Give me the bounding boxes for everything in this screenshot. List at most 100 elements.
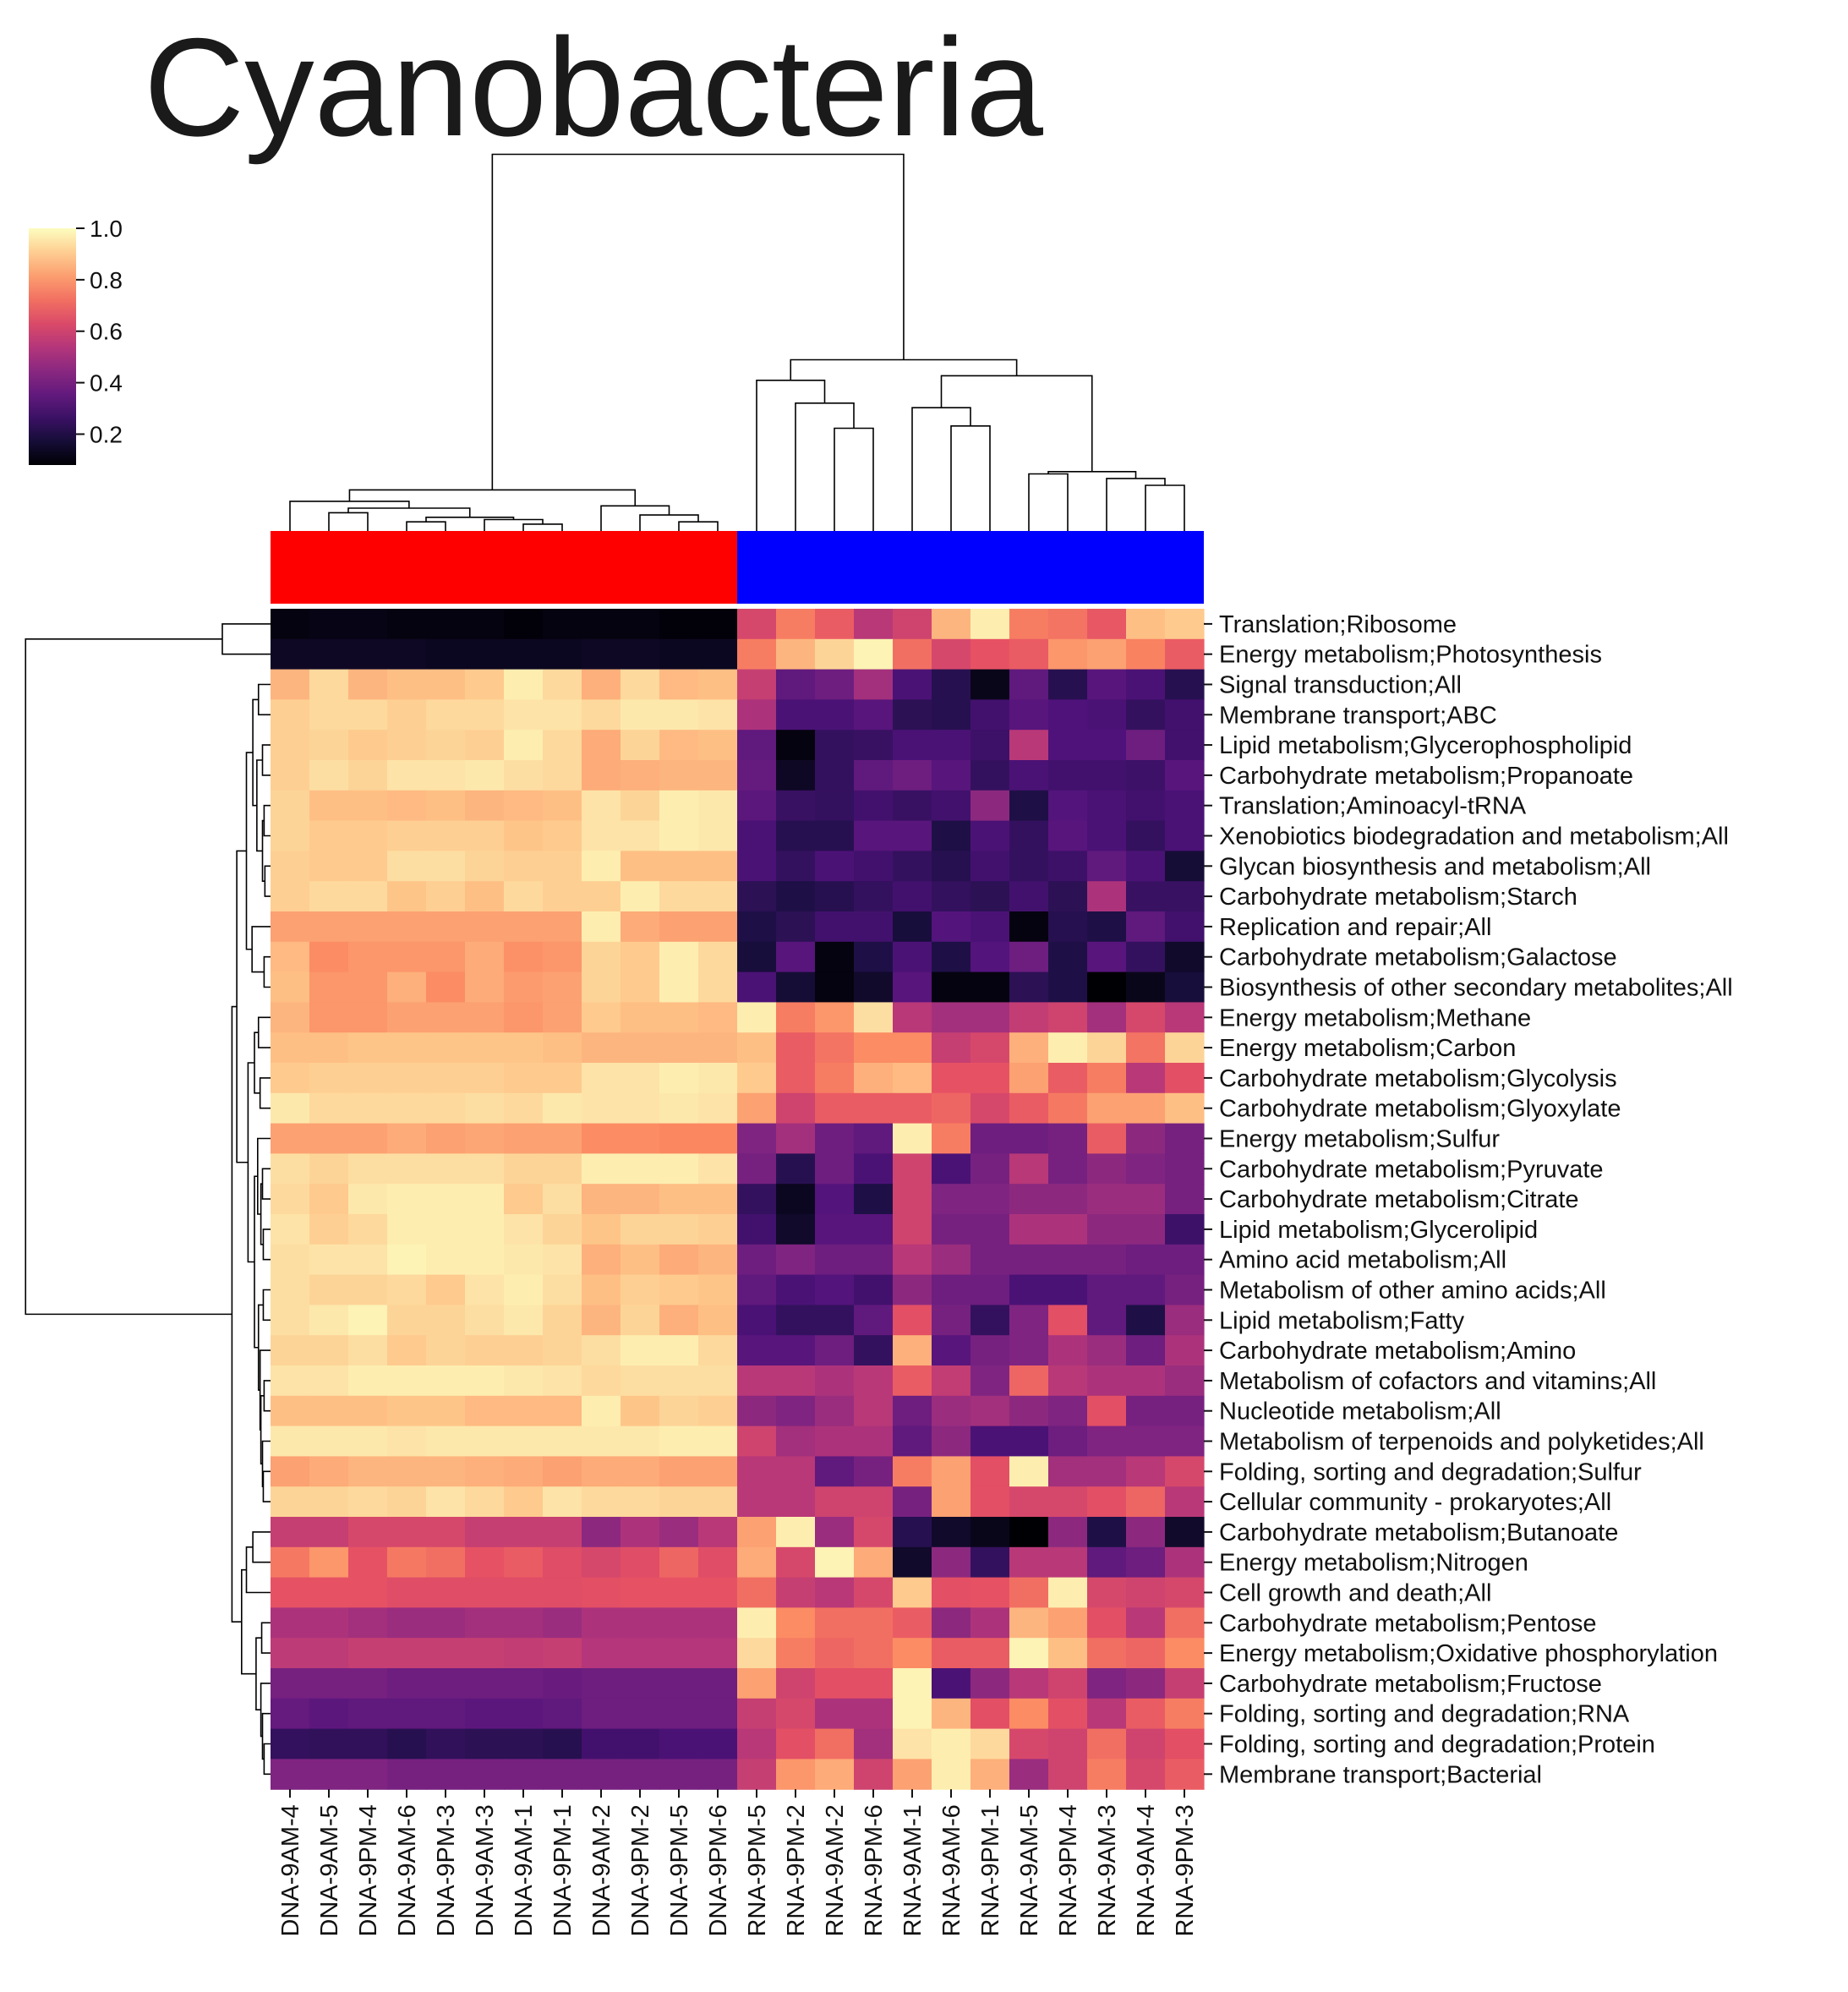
heatmap-cell <box>1126 1184 1166 1215</box>
heatmap-cell <box>1009 1214 1049 1245</box>
heatmap-cell <box>504 1244 544 1276</box>
heatmap-cell <box>893 1395 932 1427</box>
heatmap-cell <box>698 851 738 882</box>
heatmap-cell <box>271 1486 310 1518</box>
heatmap-cell <box>776 881 816 912</box>
heatmap-cell <box>387 851 427 882</box>
heatmap-cell <box>698 1607 738 1639</box>
heatmap-cell <box>1087 941 1127 973</box>
heatmap-cell <box>1087 1153 1127 1185</box>
heatmap-cell <box>621 1123 660 1154</box>
heatmap-cell <box>309 1668 349 1699</box>
column-label: DNA-9PM-4 <box>355 1804 382 1936</box>
heatmap-cell <box>582 1063 621 1094</box>
heatmap-cell <box>1126 638 1166 670</box>
heatmap-cell <box>893 1607 932 1639</box>
heatmap-cell <box>387 1063 427 1094</box>
heatmap-cell <box>893 1214 932 1245</box>
heatmap-cell <box>1048 1092 1088 1125</box>
heatmap-cell <box>776 1607 816 1639</box>
heatmap-cell <box>776 609 816 640</box>
heatmap-cell <box>893 1184 932 1215</box>
heatmap-cell <box>854 1063 894 1094</box>
row-label: Carbohydrate metabolism;Pentose <box>1219 1610 1597 1637</box>
heatmap-cell <box>737 1244 777 1276</box>
column-label: DNA-9PM-2 <box>627 1804 654 1936</box>
heatmap-cell <box>504 1335 544 1366</box>
heatmap-cell <box>271 1214 310 1245</box>
heatmap-cell <box>893 941 932 973</box>
heatmap-cell <box>1009 1577 1049 1608</box>
heatmap-cell <box>1165 941 1205 973</box>
heatmap-cell <box>271 881 310 912</box>
heatmap-cell <box>1126 881 1166 912</box>
heatmap-cell <box>932 609 971 640</box>
heatmap-cell <box>698 1577 738 1608</box>
heatmap-cell <box>1165 1577 1205 1608</box>
dendrogram-link <box>263 1743 271 1776</box>
heatmap-cell <box>348 1456 388 1487</box>
dendrogram-link <box>790 358 1018 380</box>
heatmap-cell <box>309 971 349 1003</box>
heatmap-cell <box>543 1546 582 1579</box>
heatmap-cell <box>348 638 388 670</box>
heatmap-cell <box>737 1002 777 1033</box>
column-label: DNA-9AM-6 <box>394 1804 421 1936</box>
heatmap-cell <box>465 1123 505 1154</box>
heatmap-cell <box>426 730 466 761</box>
heatmap-cell <box>893 1486 932 1518</box>
heatmap-cell <box>465 1244 505 1276</box>
heatmap-cell <box>309 790 349 822</box>
heatmap-cell <box>1165 1365 1205 1397</box>
heatmap-cell <box>621 1274 660 1305</box>
heatmap-cell <box>659 1698 699 1730</box>
heatmap-cell <box>776 1395 816 1427</box>
heatmap-cell <box>1048 669 1088 700</box>
heatmap-cell <box>426 911 466 943</box>
colorbar-gradient <box>29 228 76 465</box>
heatmap-cell <box>737 1728 777 1759</box>
heatmap-cell <box>387 1668 427 1699</box>
heatmap-cell <box>1009 1244 1049 1276</box>
heatmap-cell <box>970 669 1010 700</box>
heatmap-cell <box>1087 1305 1127 1336</box>
heatmap-cell <box>932 1546 971 1579</box>
heatmap-cell <box>1048 760 1088 791</box>
heatmap-cell <box>1165 760 1205 791</box>
heatmap-cell <box>1126 1577 1166 1608</box>
dendrogram-link <box>1028 473 1069 531</box>
heatmap-cell <box>854 1668 894 1699</box>
heatmap-cell <box>1048 881 1088 912</box>
heatmap-cell <box>854 699 894 731</box>
heatmap-cell <box>1126 1546 1166 1579</box>
heatmap-cell <box>776 1577 816 1608</box>
dendrogram-link <box>1106 478 1166 531</box>
heatmap-cell <box>854 1456 894 1487</box>
heatmap-cell <box>698 1426 738 1457</box>
heatmap-cell <box>426 1456 466 1487</box>
dendrogram-link <box>247 1062 254 1263</box>
row-label: Energy metabolism;Methane <box>1219 1004 1531 1032</box>
heatmap-cell <box>1009 1759 1049 1790</box>
heatmap-cell <box>893 1123 932 1154</box>
heatmap-cell <box>426 820 466 851</box>
dendrogram-link <box>259 1349 271 1431</box>
heatmap-cell <box>348 1365 388 1397</box>
heatmap-cell <box>1048 941 1088 973</box>
column-group-bar <box>271 531 1204 604</box>
heatmap-cell <box>582 1305 621 1336</box>
heatmap-cell <box>426 1244 466 1276</box>
heatmap-cell <box>348 1123 388 1154</box>
heatmap-cell <box>309 1517 349 1548</box>
heatmap-cell <box>659 971 699 1003</box>
heatmap-cell <box>309 1335 349 1366</box>
heatmap-cell <box>543 1456 582 1487</box>
heatmap-cell <box>893 851 932 882</box>
heatmap-cell <box>621 1668 660 1699</box>
heatmap-cell <box>776 1335 816 1366</box>
heatmap-cell <box>621 911 660 943</box>
column-label: RNA-9AM-4 <box>1133 1804 1160 1936</box>
heatmap-cell <box>426 1668 466 1699</box>
heatmap-cell <box>1048 1305 1088 1336</box>
heatmap-cell <box>1048 1698 1088 1730</box>
